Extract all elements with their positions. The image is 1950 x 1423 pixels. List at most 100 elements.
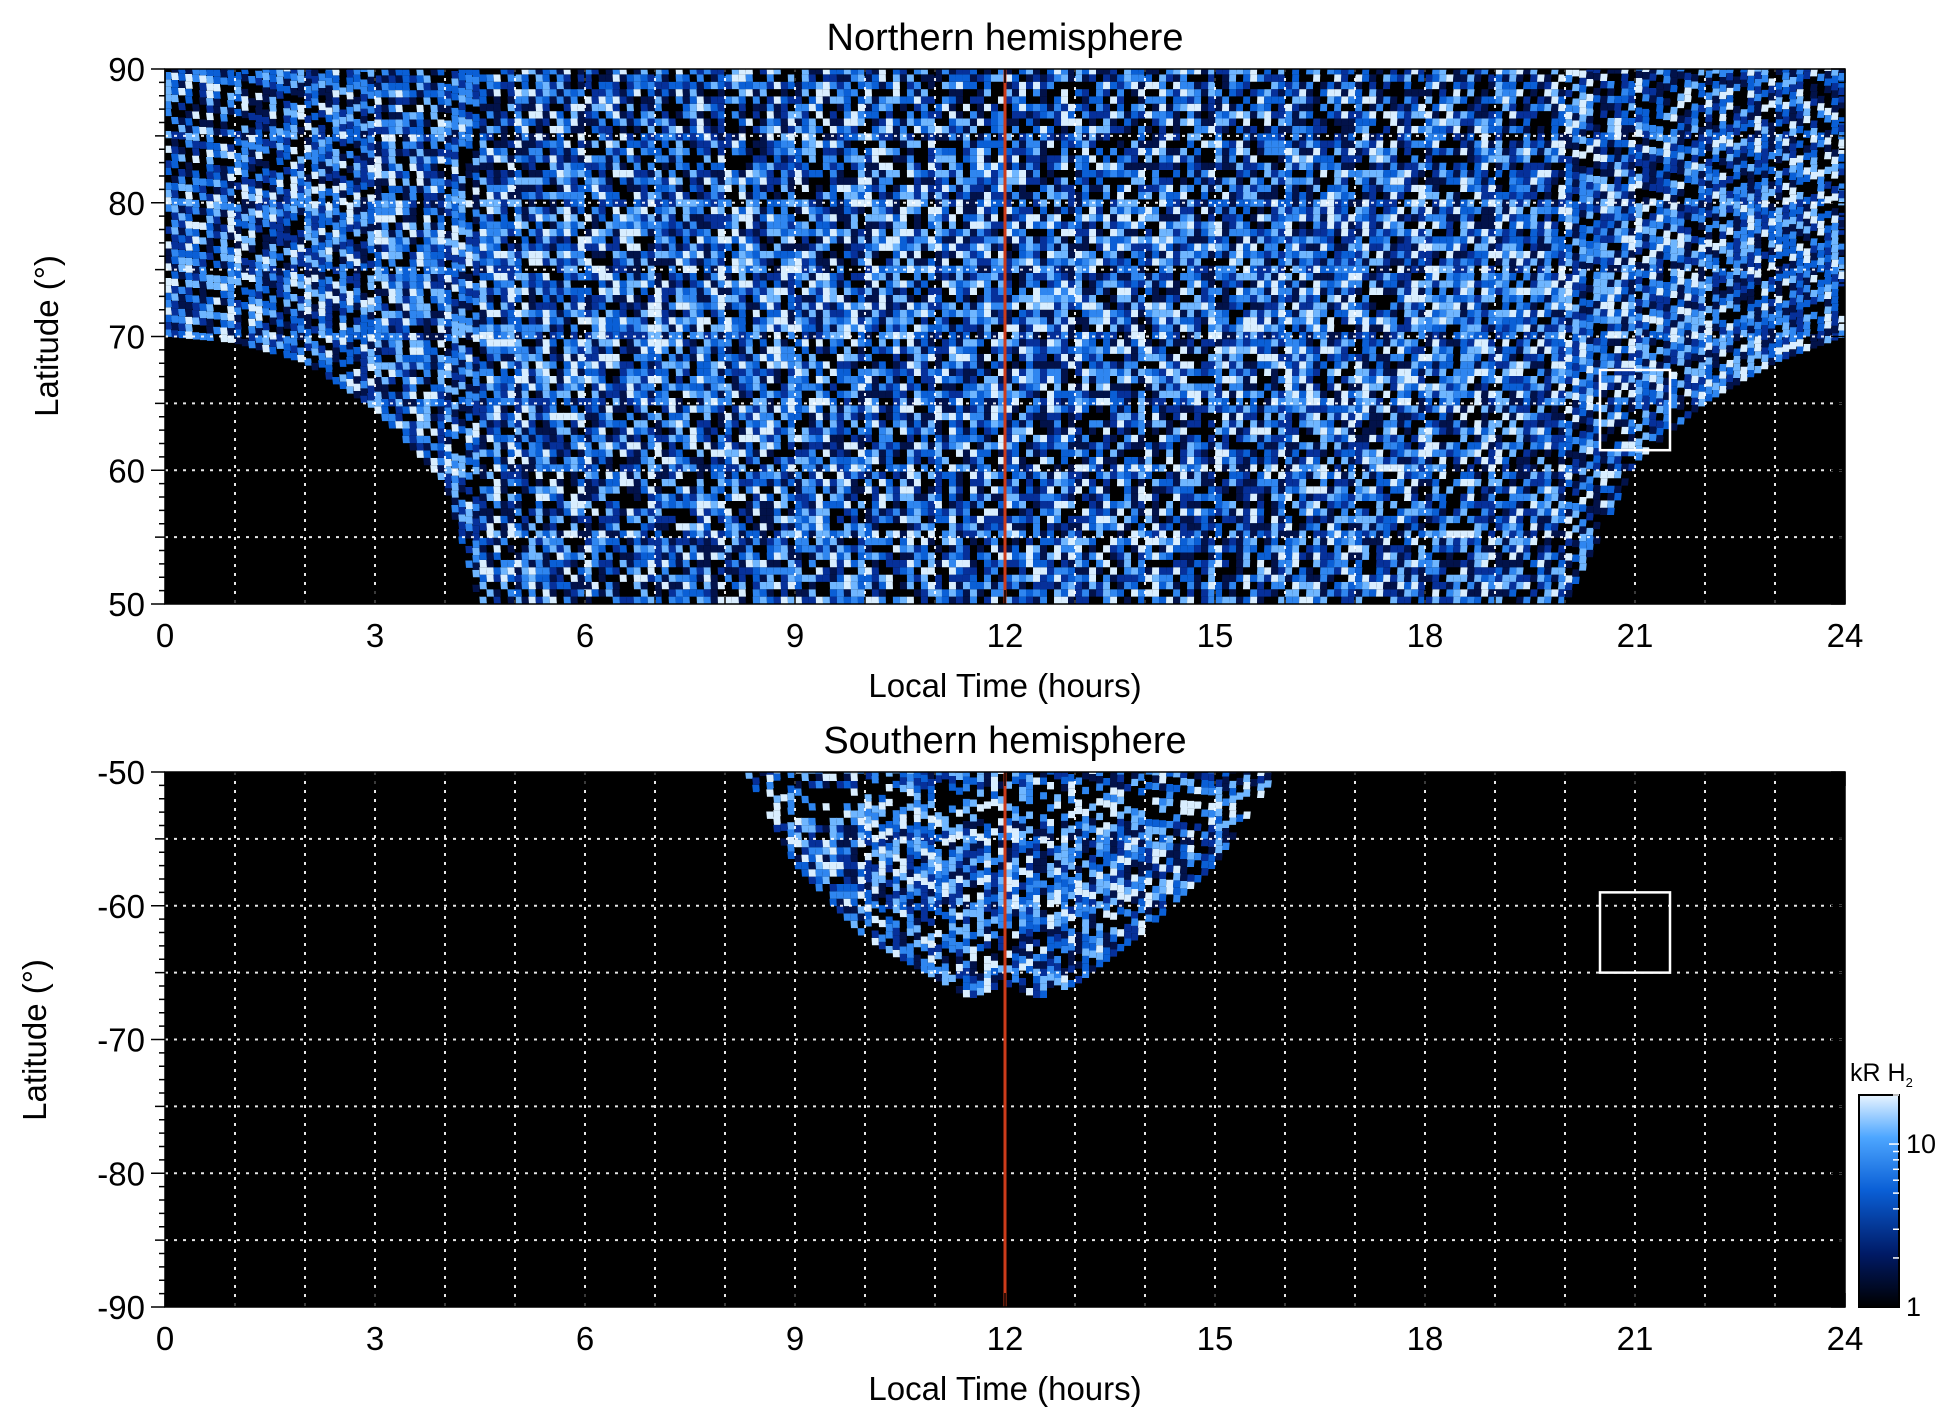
emission-cell [717, 449, 725, 457]
emission-cell [640, 177, 648, 185]
emission-cell [738, 133, 746, 141]
emission-cell [521, 125, 529, 134]
emission-cell [472, 430, 480, 438]
emission-cell [675, 339, 683, 347]
emission-cell [416, 435, 424, 444]
emission-cell [598, 162, 606, 170]
emission-cell [689, 228, 697, 237]
emission-cell [374, 406, 382, 414]
emission-cell [626, 162, 634, 170]
emission-cell [465, 280, 473, 289]
emission-cell [283, 240, 291, 248]
emission-cell [703, 456, 711, 465]
emission-cell [332, 273, 340, 282]
emission-cell [458, 389, 466, 397]
emission-cell [612, 177, 620, 185]
emission-cell [703, 228, 711, 237]
emission-cell [647, 552, 655, 560]
emission-cell [353, 317, 361, 325]
emission-cell [374, 193, 382, 201]
emission-cell [710, 596, 718, 604]
emission-cell [346, 114, 354, 122]
emission-cell [444, 385, 452, 393]
emission-cell [626, 375, 634, 384]
emission-cell [353, 236, 361, 244]
emission-cell [703, 589, 711, 597]
emission-cell [724, 478, 732, 487]
emission-cell [430, 332, 438, 341]
emission-cell [633, 74, 641, 82]
emission-cell [563, 214, 571, 222]
emission-cell [290, 191, 298, 199]
emission-cell [668, 478, 676, 487]
emission-cell [472, 577, 480, 585]
emission-cell [318, 154, 326, 162]
emission-cell [507, 434, 515, 443]
emission-cell [647, 89, 655, 97]
emission-cell [745, 545, 753, 553]
emission-cell [703, 81, 711, 90]
emission-cell [703, 383, 711, 391]
emission-cell [731, 596, 739, 604]
emission-cell [710, 177, 718, 185]
emission-cell [731, 361, 739, 369]
emission-cell [731, 567, 739, 575]
emission-cell [184, 287, 193, 295]
emission-cell [591, 508, 599, 516]
emission-cell [472, 297, 480, 306]
emission-cell [759, 390, 767, 399]
emission-cell [717, 162, 725, 170]
emission-cell [283, 262, 291, 270]
emission-cell [437, 251, 445, 260]
emission-cell [577, 375, 585, 384]
emission-cell [248, 120, 256, 128]
emission-cell [444, 127, 452, 136]
emission-cell [577, 89, 585, 97]
emission-cell [759, 508, 767, 516]
emission-cell [465, 332, 473, 340]
emission-cell [170, 138, 179, 147]
emission-cell [591, 250, 599, 259]
emission-cell [535, 589, 543, 597]
emission-cell [528, 309, 536, 318]
emission-cell [507, 501, 515, 509]
emission-cell [283, 343, 291, 351]
emission-cell [507, 478, 515, 487]
emission-cell [647, 501, 655, 509]
emission-cell [191, 74, 200, 83]
emission-cell [675, 508, 683, 516]
emission-cell [612, 346, 620, 354]
emission-cell [486, 118, 494, 126]
emission-cell [514, 295, 522, 303]
emission-cell [213, 312, 221, 320]
emission-cell [479, 287, 487, 296]
emission-cell [465, 163, 473, 171]
emission-cell [198, 200, 207, 208]
emission-cell [703, 214, 711, 222]
emission-cell [591, 523, 599, 531]
emission-cell [381, 112, 389, 120]
emission-cell [514, 74, 522, 82]
emission-cell [444, 252, 452, 261]
emission-cell [661, 81, 669, 90]
emission-cell [710, 243, 718, 251]
emission-cell [612, 368, 620, 376]
emission-cell [717, 456, 725, 465]
emission-cell [332, 104, 340, 113]
emission-cell [479, 530, 487, 538]
emission-cell [262, 322, 270, 331]
emission-cell [577, 442, 585, 450]
emission-cell [165, 69, 172, 73]
emission-cell [416, 310, 424, 319]
emission-cell [640, 317, 648, 325]
emission-cell [206, 215, 214, 224]
emission-cell [640, 375, 648, 384]
emission-cell [549, 206, 557, 215]
emission-cell [437, 472, 445, 480]
emission-cell [591, 574, 599, 582]
emission-cell [647, 162, 655, 170]
emission-cell [710, 74, 718, 82]
emission-cell [521, 243, 529, 251]
emission-cell [689, 302, 697, 310]
emission-cell [191, 221, 200, 230]
